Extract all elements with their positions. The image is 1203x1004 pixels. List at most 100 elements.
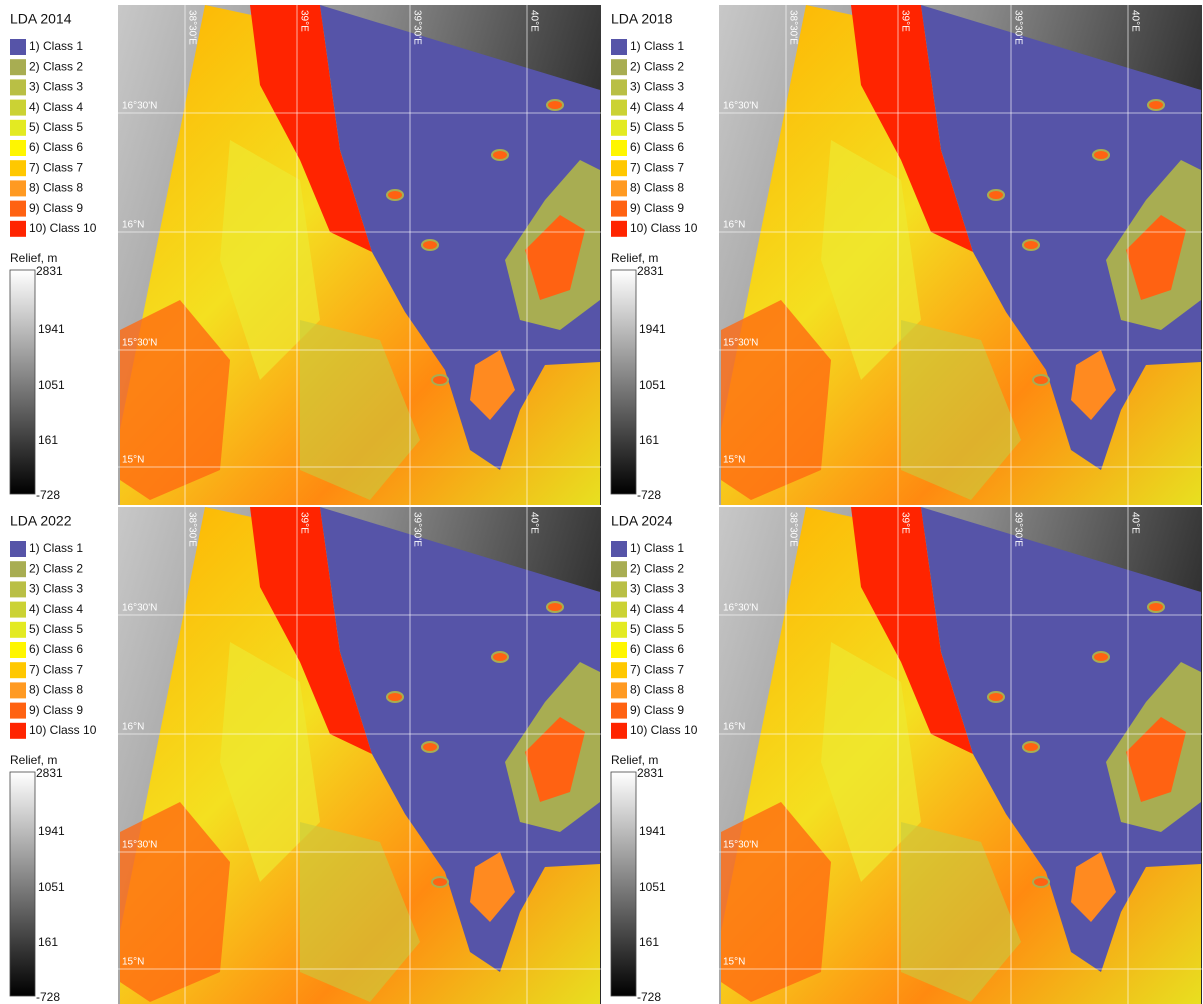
legend-swatch (10, 602, 26, 618)
island (1033, 375, 1049, 385)
longitude-label: 39°E (899, 10, 910, 32)
island (387, 190, 403, 200)
relief-bar (10, 772, 35, 996)
relief-tick-label: 2831 (36, 766, 63, 780)
legend-swatch (611, 140, 627, 156)
longitude-label: 40°E (528, 512, 539, 534)
island (1023, 742, 1039, 752)
panel: LDA 20221) Class 12) Class 23) Class 34)… (10, 507, 601, 1004)
panel-title: LDA 2022 (10, 513, 72, 529)
longitude-label: 38°30'E (787, 512, 798, 547)
legend-label: 5) Class 5 (630, 622, 684, 636)
island (492, 150, 508, 160)
relief-title: Relief, m (611, 753, 658, 767)
legend-swatch (611, 682, 627, 698)
map: 38°30'E39°E39°30'E40°E16°30'N16°N15°30'N… (118, 5, 601, 505)
legend-swatch (10, 561, 26, 577)
legend-label: 8) Class 8 (630, 181, 684, 195)
legend-swatch (611, 662, 627, 678)
relief-bar (10, 270, 35, 494)
latitude-label: 16°30'N (723, 603, 758, 614)
legend-swatch (10, 59, 26, 75)
island (988, 692, 1004, 702)
legend-label: 4) Class 4 (630, 100, 684, 114)
map: 38°30'E39°E39°30'E40°E16°30'N16°N15°30'N… (719, 507, 1202, 1004)
relief-tick-label: 2831 (637, 766, 664, 780)
legend-swatch (10, 541, 26, 557)
legend-label: 9) Class 9 (29, 201, 83, 215)
relief-tick-label: 161 (639, 433, 659, 447)
island (432, 375, 448, 385)
longitude-label: 39°30'E (411, 10, 422, 45)
legend-label: 5) Class 5 (29, 120, 83, 134)
longitude-label: 40°E (1129, 10, 1140, 32)
latitude-label: 15°N (723, 957, 745, 968)
island (432, 877, 448, 887)
relief-tick-label: 1051 (639, 378, 666, 392)
legend-swatch (611, 581, 627, 597)
legend-label: 5) Class 5 (29, 622, 83, 636)
legend-label: 1) Class 1 (630, 541, 684, 555)
latitude-label: 16°N (723, 220, 745, 231)
relief-tick-label: 1051 (38, 880, 65, 894)
legend-swatch (10, 723, 26, 739)
legend-label: 3) Class 3 (630, 582, 684, 596)
relief-tick-label: -728 (637, 990, 661, 1004)
relief-tick-label: 161 (38, 433, 58, 447)
legend-label: 2) Class 2 (630, 561, 684, 575)
legend-label: 9) Class 9 (630, 703, 684, 717)
longitude-label: 38°30'E (186, 512, 197, 547)
island (547, 602, 563, 612)
panel-title: LDA 2024 (611, 513, 673, 529)
legend-swatch (611, 602, 627, 618)
legend-label: 2) Class 2 (630, 59, 684, 73)
legend-swatch (10, 39, 26, 55)
legend-label: 6) Class 6 (29, 642, 83, 656)
legend-swatch (611, 120, 627, 136)
legend-swatch (611, 79, 627, 95)
legend-label: 4) Class 4 (630, 602, 684, 616)
island (1148, 100, 1164, 110)
legend-swatch (611, 201, 627, 217)
relief-title: Relief, m (10, 251, 57, 265)
legend-label: 5) Class 5 (630, 120, 684, 134)
legend-label: 1) Class 1 (630, 39, 684, 53)
latitude-label: 15°30'N (122, 338, 157, 349)
panel-title: LDA 2014 (10, 11, 72, 27)
legend-swatch (10, 160, 26, 176)
legend-swatch (611, 160, 627, 176)
island (492, 652, 508, 662)
latitude-label: 15°N (122, 455, 144, 466)
legend-label: 7) Class 7 (630, 662, 684, 676)
latitude-label: 16°N (723, 722, 745, 733)
legend-swatch (611, 622, 627, 638)
relief-tick-label: 2831 (637, 264, 664, 278)
island (988, 190, 1004, 200)
relief-tick-label: -728 (36, 990, 60, 1004)
island (387, 692, 403, 702)
legend-swatch (611, 39, 627, 55)
legend-label: 8) Class 8 (29, 683, 83, 697)
legend-label: 10) Class 10 (630, 221, 698, 235)
panel-title: LDA 2018 (611, 11, 673, 27)
legend-label: 6) Class 6 (630, 140, 684, 154)
legend-swatch (611, 703, 627, 719)
island (1023, 240, 1039, 250)
legend-swatch (611, 221, 627, 237)
relief-tick-label: 1941 (38, 322, 65, 336)
longitude-label: 38°30'E (787, 10, 798, 45)
latitude-label: 16°N (122, 220, 144, 231)
legend-label: 1) Class 1 (29, 541, 83, 555)
relief-tick-label: -728 (36, 488, 60, 502)
relief-tick-label: 1941 (38, 824, 65, 838)
relief-bar (611, 270, 636, 494)
legend-swatch (10, 662, 26, 678)
legend-swatch (10, 682, 26, 698)
longitude-label: 39°30'E (1012, 10, 1023, 45)
island (1033, 877, 1049, 887)
legend-swatch (10, 100, 26, 116)
longitude-label: 39°30'E (1012, 512, 1023, 547)
figure: LDA 2014 1) Class 1 2) Class 2 3) Class 3 4)… (0, 0, 1203, 1004)
latitude-label: 15°N (122, 957, 144, 968)
